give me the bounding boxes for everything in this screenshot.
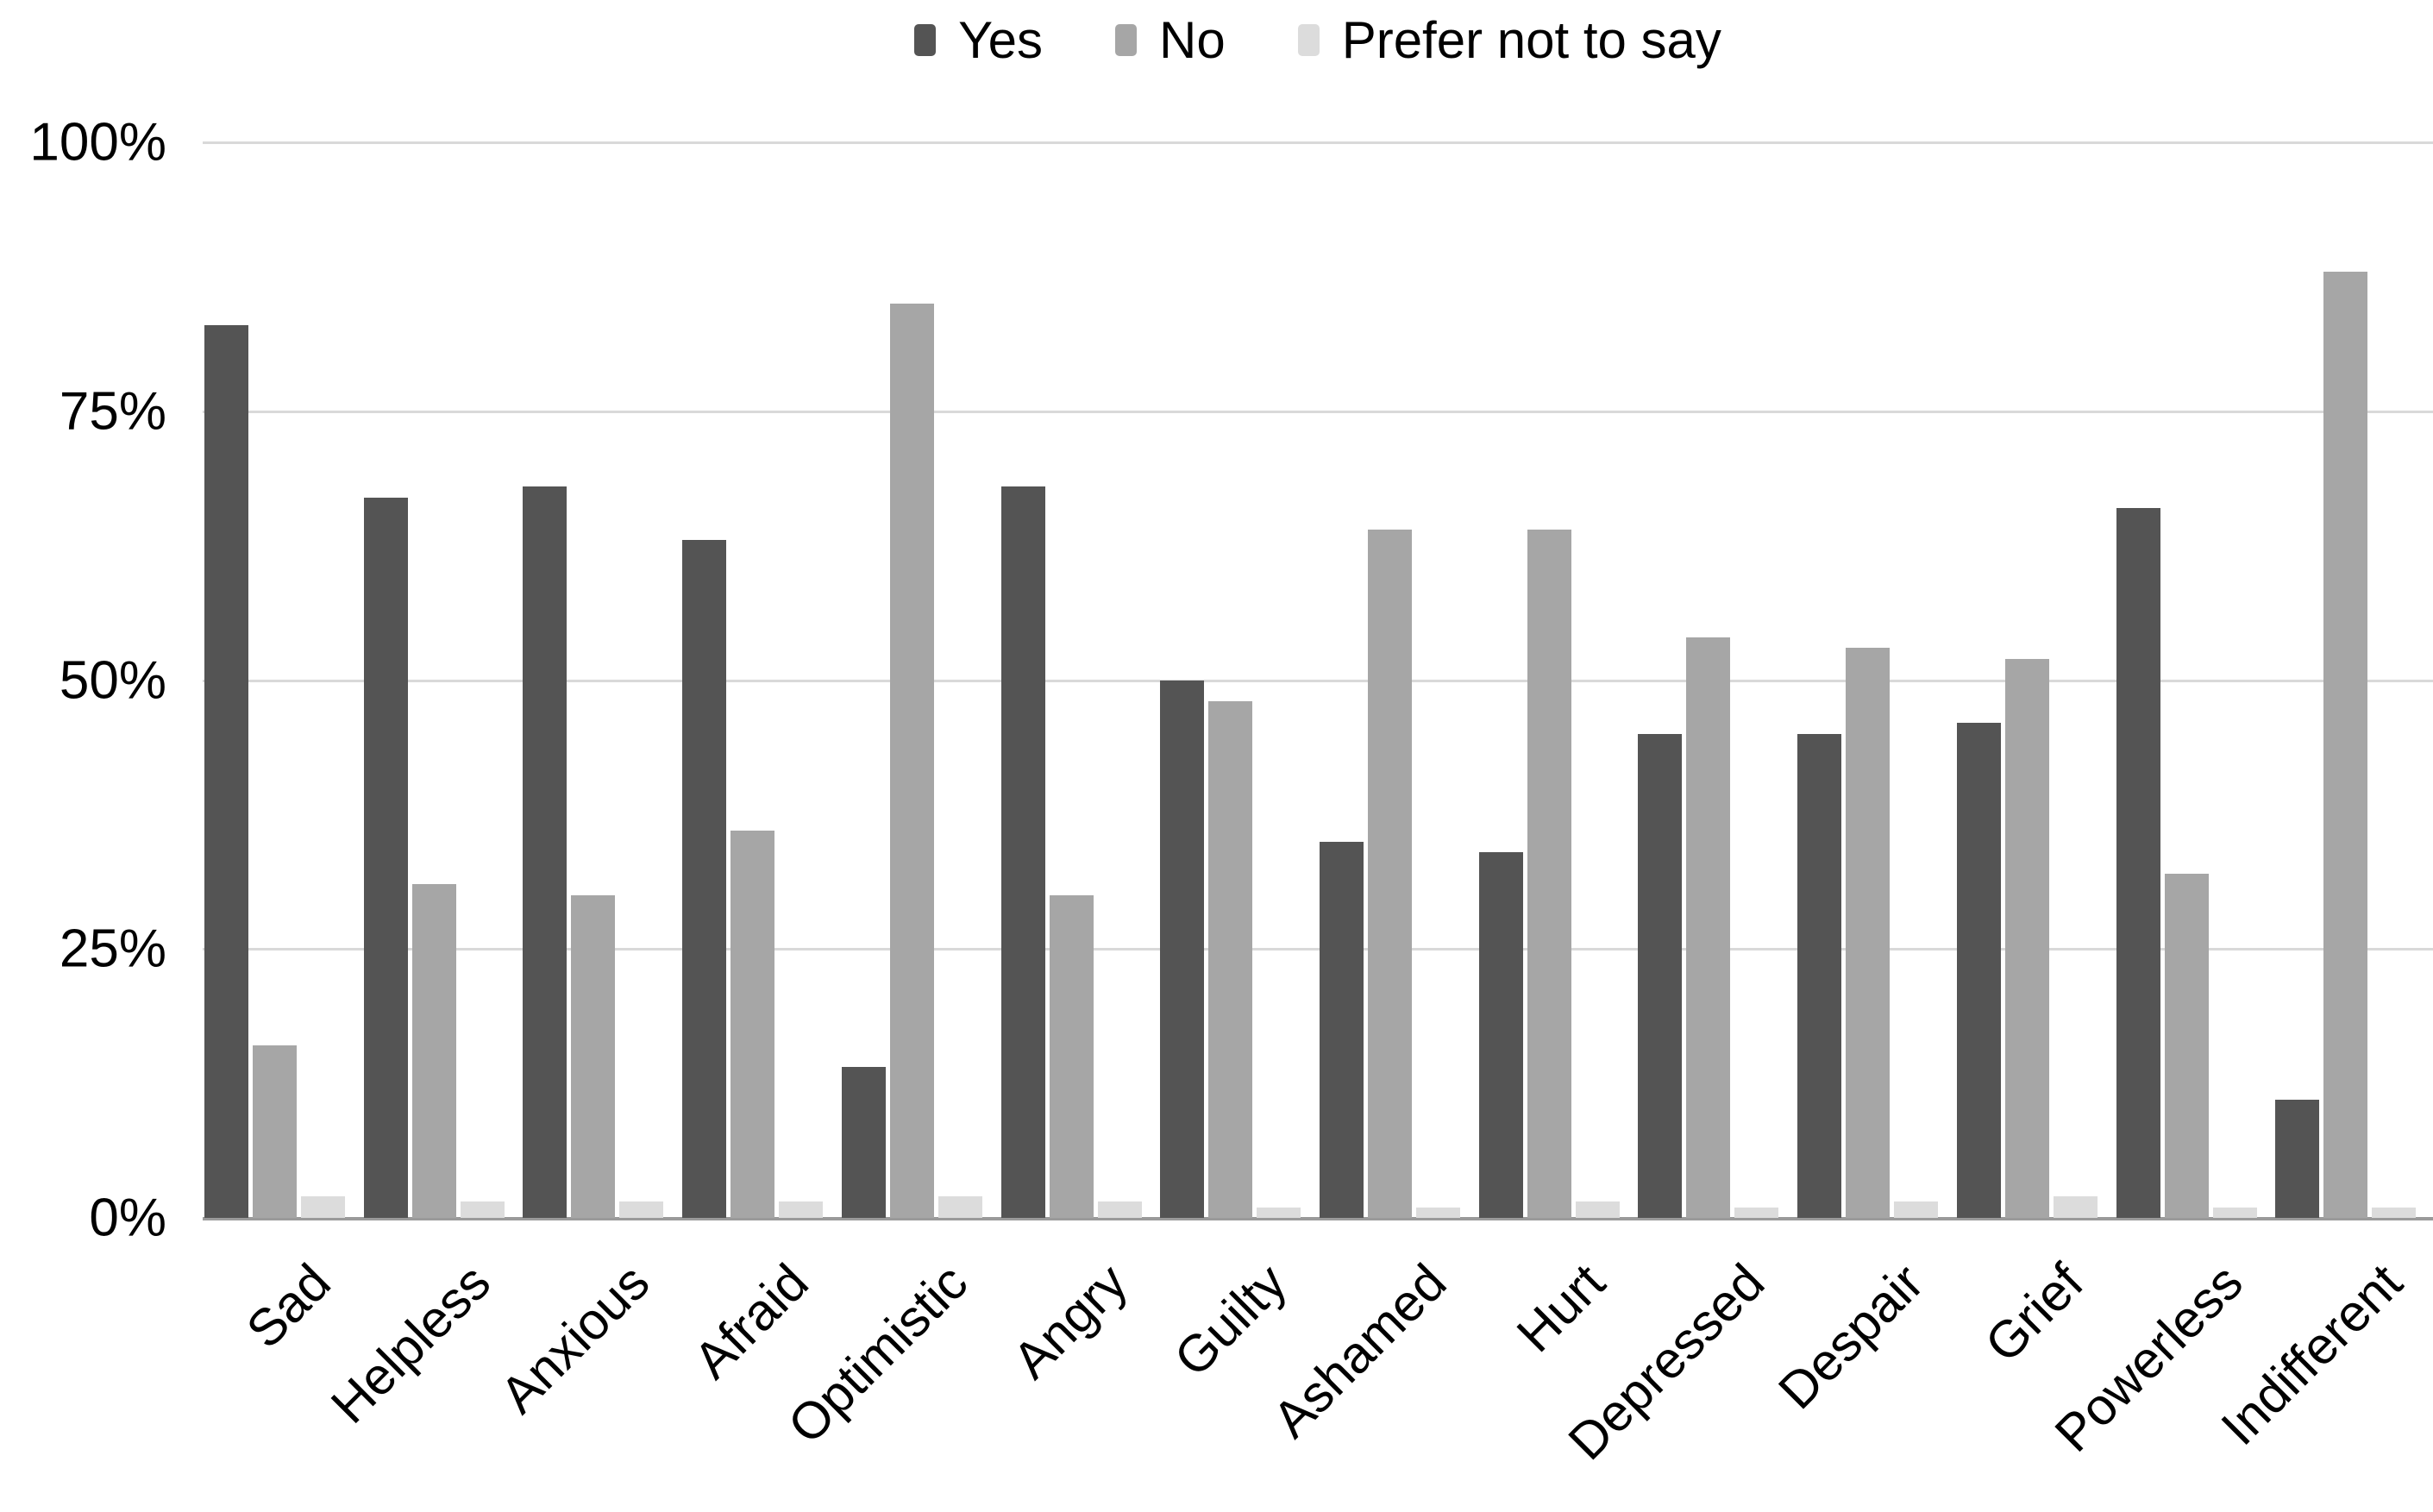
bar-sad-yes[interactable]	[204, 325, 248, 1218]
bar-hurt-no[interactable]	[1527, 529, 1571, 1218]
bar-group-angry	[1000, 486, 1142, 1218]
x-axis-labels: Sad Helpless Anxious Afraid Optimistic Angry G…	[203, 1218, 2433, 1512]
bar-grief-prefer-not-to-say[interactable]	[2053, 1196, 2098, 1218]
gridline-25	[203, 948, 2433, 951]
bar-group-depressed	[1638, 637, 1779, 1218]
bar-afraid-no[interactable]	[731, 831, 775, 1218]
bar-powerless-yes[interactable]	[2116, 507, 2160, 1218]
plot-area	[203, 141, 2433, 1220]
x-label-sad: Sad	[235, 1252, 342, 1359]
legend-item-prefer-not-to-say[interactable]: Prefer not to say	[1297, 10, 1721, 70]
bar-depressed-yes[interactable]	[1638, 733, 1683, 1218]
bar-helpless-no[interactable]	[411, 884, 456, 1218]
bar-afraid-prefer-not-to-say[interactable]	[779, 1201, 824, 1218]
legend-swatch-prefer-not-to-say-icon	[1297, 23, 1320, 56]
bar-afraid-yes[interactable]	[682, 540, 727, 1218]
bar-powerless-no[interactable]	[2164, 873, 2209, 1218]
bar-anxious-prefer-not-to-say[interactable]	[619, 1201, 664, 1218]
bar-hurt-prefer-not-to-say[interactable]	[1575, 1201, 1620, 1218]
bar-ashamed-prefer-not-to-say[interactable]	[1416, 1207, 1460, 1218]
bar-sad-no[interactable]	[253, 1045, 297, 1218]
x-label-anxious: Anxious	[489, 1252, 661, 1425]
x-label-angry: Angry	[1001, 1252, 1138, 1390]
bar-group-ashamed	[1320, 529, 1460, 1218]
x-label-afraid: Afraid	[683, 1252, 820, 1390]
legend-label-no: No	[1158, 10, 1226, 69]
bar-despair-prefer-not-to-say[interactable]	[1894, 1201, 1939, 1218]
y-label-75: 75%	[59, 381, 166, 442]
bar-despair-no[interactable]	[1846, 648, 1891, 1218]
x-label-grief: Grief	[1973, 1252, 2094, 1374]
bar-group-powerless	[2116, 507, 2257, 1218]
bar-angry-prefer-not-to-say[interactable]	[1097, 1201, 1142, 1218]
x-label-despair: Despair	[1767, 1252, 1935, 1421]
legend-item-no[interactable]: No	[1114, 10, 1226, 70]
bar-group-hurt	[1478, 529, 1620, 1218]
legend-swatch-yes-icon	[914, 23, 937, 56]
legend-label-yes: Yes	[958, 10, 1043, 69]
bar-indifferent-no[interactable]	[2323, 271, 2368, 1218]
bar-group-sad	[204, 325, 345, 1218]
bar-group-helpless	[363, 497, 505, 1218]
y-label-25: 25%	[59, 919, 166, 979]
gridline-100	[203, 141, 2433, 144]
bar-optimistic-yes[interactable]	[841, 1067, 886, 1218]
bar-guilty-yes[interactable]	[1160, 680, 1205, 1218]
bar-grief-yes[interactable]	[1956, 723, 2001, 1218]
legend-label-prefer-not-to-say: Prefer not to say	[1341, 10, 1721, 69]
bar-depressed-no[interactable]	[1686, 637, 1731, 1218]
bar-guilty-prefer-not-to-say[interactable]	[1257, 1207, 1301, 1218]
bar-group-anxious	[523, 486, 664, 1218]
gridline-50	[203, 679, 2433, 682]
bar-optimistic-no[interactable]	[889, 304, 934, 1218]
legend-swatch-no-icon	[1114, 23, 1137, 56]
bar-angry-yes[interactable]	[1000, 486, 1045, 1218]
bar-ashamed-yes[interactable]	[1320, 841, 1364, 1218]
bar-angry-no[interactable]	[1049, 894, 1094, 1218]
bar-guilty-no[interactable]	[1208, 701, 1253, 1218]
x-label-guilty: Guilty	[1163, 1252, 1298, 1388]
bar-hurt-yes[interactable]	[1478, 852, 1523, 1218]
bar-group-indifferent	[2275, 271, 2417, 1218]
chart-legend: Yes No Prefer not to say	[203, 5, 2433, 74]
y-label-50: 50%	[59, 650, 166, 710]
bar-group-afraid	[682, 540, 824, 1218]
x-axis-line	[203, 1217, 2433, 1220]
x-label-ashamed: Ashamed	[1261, 1252, 1458, 1449]
y-label-100: 100%	[29, 112, 166, 173]
bar-indifferent-prefer-not-to-say[interactable]	[2372, 1207, 2417, 1218]
y-axis-labels: 100% 75% 50% 25% 0%	[0, 113, 177, 1248]
bar-helpless-yes[interactable]	[363, 497, 408, 1218]
bar-sad-prefer-not-to-say[interactable]	[301, 1196, 345, 1218]
x-label-helpless: Helpless	[319, 1252, 501, 1434]
bar-depressed-prefer-not-to-say[interactable]	[1734, 1207, 1779, 1218]
bar-group-optimistic	[841, 304, 982, 1218]
bar-optimistic-prefer-not-to-say[interactable]	[937, 1196, 982, 1218]
bar-powerless-prefer-not-to-say[interactable]	[2212, 1207, 2257, 1218]
gridline-75	[203, 410, 2433, 413]
bar-group-despair	[1797, 648, 1939, 1218]
bar-grief-no[interactable]	[2004, 658, 2049, 1218]
y-label-0: 0%	[89, 1188, 166, 1248]
legend-item-yes[interactable]: Yes	[914, 10, 1043, 70]
bar-group-grief	[1956, 658, 2098, 1218]
bar-despair-yes[interactable]	[1797, 733, 1842, 1218]
bar-indifferent-yes[interactable]	[2275, 1099, 2320, 1218]
bar-anxious-yes[interactable]	[523, 486, 567, 1218]
x-label-hurt: Hurt	[1506, 1252, 1616, 1364]
bar-helpless-prefer-not-to-say[interactable]	[460, 1201, 505, 1218]
bar-anxious-no[interactable]	[571, 894, 616, 1218]
bar-group-guilty	[1160, 680, 1301, 1218]
bar-ashamed-no[interactable]	[1368, 529, 1412, 1218]
